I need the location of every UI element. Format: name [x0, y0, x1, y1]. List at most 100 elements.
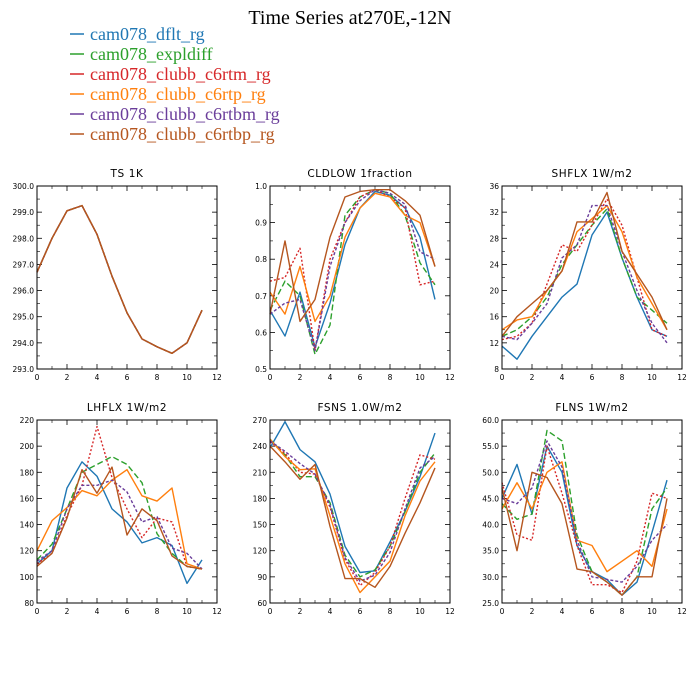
series-line [501, 445, 668, 596]
series-line [269, 192, 436, 323]
x-tick-label: 6 [358, 373, 363, 382]
y-tick-label: 140 [20, 521, 35, 530]
x-tick-label: 6 [358, 607, 363, 616]
plot-frame [269, 419, 451, 604]
x-tick-label: 0 [268, 607, 273, 616]
y-tick-label: 200 [20, 442, 35, 451]
series-line [501, 204, 668, 344]
series-line [501, 471, 668, 596]
y-tick-label: 120 [253, 547, 268, 556]
y-tick-label: 180 [20, 468, 35, 477]
x-tick-label: 8 [620, 373, 625, 382]
series-line [36, 425, 203, 570]
x-tick-label: 8 [388, 607, 393, 616]
series-line [36, 204, 203, 355]
y-tick-label: 50.0 [482, 468, 499, 477]
series-line [501, 445, 668, 594]
panels: TS 1K0 2 4 6 8 10 12293.0294.0295.0296.0297.02… [13, 168, 687, 616]
plot-frame [36, 419, 218, 604]
series-line [36, 455, 203, 570]
x-tick-label: 0 [500, 607, 505, 616]
x-tick-label: 12 [212, 607, 222, 616]
series-line [269, 445, 436, 589]
y-tick-label: 25.0 [482, 599, 499, 608]
x-tick-label: 4 [328, 607, 333, 616]
x-tick-label: 2 [530, 607, 535, 616]
series-line [269, 188, 436, 323]
x-tick-label: 8 [388, 373, 393, 382]
y-tick-label: 293.0 [13, 365, 35, 374]
y-tick-label: 30.0 [482, 573, 499, 582]
y-tick-label: 294.0 [13, 339, 35, 348]
x-tick-label: 4 [328, 373, 333, 382]
y-tick-label: 45.0 [482, 494, 499, 503]
panel-title: FSNS 1.0W/m2 [317, 402, 402, 414]
x-tick-label: 4 [95, 373, 100, 382]
series-line [501, 211, 668, 360]
y-tick-label: 20 [489, 287, 499, 296]
figure-title: Time Series at270E,-12N [248, 7, 451, 29]
y-tick-label: 297.0 [13, 260, 35, 269]
legend-label: cam078_clubb_c6rtp_rg [90, 84, 266, 104]
y-tick-label: 180 [253, 494, 268, 503]
x-tick-label: 10 [415, 373, 425, 382]
series-line [501, 429, 668, 596]
x-tick-label: 4 [560, 373, 565, 382]
series-line [36, 468, 203, 570]
y-tick-label: 100 [20, 573, 35, 582]
y-tick-label: 40.0 [482, 521, 499, 530]
x-tick-label: 12 [677, 373, 687, 382]
y-tick-label: 35.0 [482, 547, 499, 556]
series-line [501, 208, 668, 337]
x-tick-label: 6 [590, 607, 595, 616]
x-tick-label: 6 [125, 373, 130, 382]
x-tick-label: 4 [560, 607, 565, 616]
chart-panel: CLDLOW 1fraction 0 2 4 6 8 10 12 0.5 0.6 0.7 0.8 0.9… [255, 168, 455, 382]
y-tick-label: 16 [489, 313, 499, 322]
y-tick-label: 0.5 [255, 365, 267, 374]
y-tick-label: 80 [24, 599, 34, 608]
x-tick-label: 4 [95, 607, 100, 616]
legend-label: cam078_clubb_c6rtbm_rg [90, 104, 280, 124]
y-tick-label: 24 [489, 260, 499, 269]
series-line [36, 461, 203, 585]
chart-panel: FLNS 1W/m2 0 2 4 6 8 10 12 25.0 30.0 35.0 40.0 45.0 5… [482, 402, 687, 616]
panel-title: FLNS 1W/m2 [555, 402, 628, 414]
x-tick-label: 12 [212, 373, 222, 382]
y-tick-label: 12 [489, 339, 499, 348]
x-tick-label: 8 [155, 373, 160, 382]
x-tick-label: 8 [620, 607, 625, 616]
y-tick-label: 60 [257, 599, 267, 608]
x-tick-label: 2 [298, 607, 303, 616]
x-tick-label: 0 [500, 373, 505, 382]
x-tick-label: 0 [35, 607, 40, 616]
series-line [501, 191, 668, 337]
y-tick-label: 0.7 [255, 292, 267, 301]
x-tick-label: 2 [298, 373, 303, 382]
y-tick-label: 1.0 [255, 182, 267, 191]
series-line [269, 438, 436, 594]
panel-title: SHFLX 1W/m2 [551, 168, 632, 180]
y-tick-label: 120 [20, 547, 35, 556]
series-line [269, 188, 436, 352]
series-line [36, 204, 203, 355]
y-tick-label: 298.0 [13, 234, 35, 243]
plot-frame [36, 185, 218, 370]
y-tick-label: 299.0 [13, 208, 35, 217]
x-tick-label: 0 [268, 373, 273, 382]
legend-label: cam078_clubb_c6rtm_rg [90, 64, 271, 84]
series-line [501, 198, 668, 341]
y-tick-label: 296.0 [13, 287, 35, 296]
y-tick-label: 60.0 [482, 416, 499, 425]
x-tick-label: 12 [445, 373, 455, 382]
y-tick-label: 150 [253, 521, 268, 530]
plot-frame [501, 185, 683, 370]
y-tick-label: 295.0 [13, 313, 35, 322]
chart-panel: FSNS 1.0W/m2 0 2 4 6 8 10 12 60 90 120 150 180 210 240… [253, 402, 455, 616]
y-tick-label: 0.8 [255, 255, 267, 264]
series-line [269, 190, 436, 348]
series-line [36, 479, 203, 570]
y-tick-label: 8 [494, 365, 499, 374]
x-tick-label: 0 [35, 373, 40, 382]
